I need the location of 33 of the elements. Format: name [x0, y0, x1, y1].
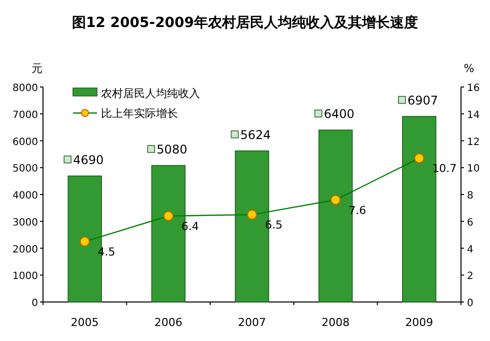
- y2-axis-title: %: [464, 62, 474, 75]
- x-tick-label: 2006: [154, 316, 182, 329]
- legend-label: 农村居民人均纯收入: [101, 87, 200, 100]
- y-tick-label: 7000: [12, 110, 38, 121]
- y-axis-title: 元: [32, 62, 42, 75]
- y2-tick-label: 6: [467, 217, 474, 228]
- y-tick-label: 3000: [12, 217, 38, 228]
- y-tick-label: 8000: [12, 83, 38, 94]
- data-label: 5080: [156, 142, 188, 156]
- y-tick-label: 0: [32, 298, 38, 309]
- x-tick-label: 2007: [238, 316, 266, 329]
- y2-tick-label: 12: [467, 136, 480, 148]
- data-label: 5624: [240, 128, 271, 142]
- y-tick-label: 1000: [12, 271, 38, 282]
- y2-tick-label: 10: [467, 164, 480, 175]
- y-tick-label: 5000: [12, 164, 38, 175]
- y2-tick-label: 0: [467, 298, 474, 309]
- y-tick-label: 2000: [12, 244, 38, 256]
- y-tick-label: 6000: [12, 136, 38, 148]
- x-tick-label: 2008: [322, 316, 350, 329]
- y2-tick-label: 2: [467, 271, 474, 282]
- y2-tick-label: 4: [467, 244, 474, 256]
- legend-label: 比上年实际增长: [101, 107, 178, 120]
- data-label: 6400: [324, 107, 354, 121]
- y2-tick-label: 8: [467, 190, 474, 202]
- x-tick-label: 2005: [70, 316, 99, 329]
- x-tick-label: 2009: [405, 316, 434, 329]
- data-label: 4690: [73, 152, 104, 167]
- y2-tick-label: 16: [467, 83, 480, 94]
- chart-title: 图12 2005-2009年农村居民人均纯收入及其增长速度: [72, 14, 418, 31]
- y2-tick-label: 14: [467, 110, 480, 121]
- data-label: 6907: [407, 93, 438, 108]
- y-tick-label: 4000: [12, 190, 38, 202]
